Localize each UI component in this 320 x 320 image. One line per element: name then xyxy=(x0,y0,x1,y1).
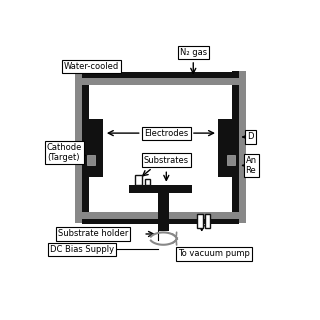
Text: D: D xyxy=(247,132,254,141)
Text: Electrodes: Electrodes xyxy=(144,129,188,138)
Bar xyxy=(82,219,239,224)
Bar xyxy=(82,78,239,85)
Text: N₂ gas: N₂ gas xyxy=(180,48,207,57)
Text: To vacuum pump: To vacuum pump xyxy=(178,250,250,259)
Bar xyxy=(205,214,210,228)
Bar xyxy=(227,156,235,165)
Bar xyxy=(218,119,232,177)
Bar xyxy=(82,72,239,78)
Bar xyxy=(197,214,203,228)
Text: Cathode
(Target): Cathode (Target) xyxy=(47,143,82,162)
Bar xyxy=(158,192,169,231)
Bar xyxy=(82,71,89,223)
Text: An
Re: An Re xyxy=(246,156,257,175)
Bar xyxy=(129,185,193,193)
Bar xyxy=(87,156,95,165)
Text: Water-cooled: Water-cooled xyxy=(64,62,119,71)
Bar xyxy=(82,212,239,219)
Bar xyxy=(239,71,246,223)
Text: DC Bias Supply: DC Bias Supply xyxy=(50,245,114,254)
Text: Substrates: Substrates xyxy=(144,156,189,164)
Bar xyxy=(145,179,150,186)
Bar xyxy=(89,119,103,177)
Text: Substrate holder: Substrate holder xyxy=(58,229,128,238)
Bar xyxy=(232,71,239,223)
Bar xyxy=(76,71,82,223)
Bar xyxy=(135,175,142,186)
